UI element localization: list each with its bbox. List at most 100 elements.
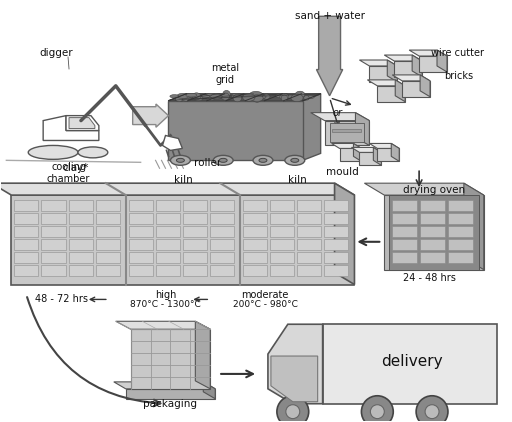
Polygon shape: [437, 50, 447, 72]
Ellipse shape: [295, 91, 305, 98]
Polygon shape: [369, 143, 399, 149]
Polygon shape: [69, 118, 95, 129]
Text: drying oven: drying oven: [403, 185, 465, 195]
Ellipse shape: [304, 96, 309, 100]
Polygon shape: [126, 389, 215, 399]
Bar: [156, 265, 180, 276]
Ellipse shape: [205, 93, 217, 100]
Bar: [392, 200, 417, 211]
Bar: [243, 200, 267, 211]
Polygon shape: [392, 75, 430, 81]
Polygon shape: [353, 143, 361, 161]
Bar: [392, 213, 417, 224]
Polygon shape: [332, 143, 361, 149]
Bar: [41, 252, 66, 262]
Bar: [14, 226, 38, 237]
Ellipse shape: [305, 95, 314, 99]
Text: 48 - 72 hrs: 48 - 72 hrs: [35, 295, 88, 304]
Polygon shape: [162, 135, 182, 150]
Ellipse shape: [231, 93, 242, 98]
Bar: [243, 226, 267, 237]
Bar: [448, 226, 473, 237]
Text: or: or: [333, 108, 343, 118]
Ellipse shape: [219, 158, 227, 162]
Ellipse shape: [223, 90, 230, 98]
Ellipse shape: [251, 95, 263, 102]
Bar: [41, 226, 66, 237]
Text: 24 - 48 hrs: 24 - 48 hrs: [402, 273, 456, 283]
Polygon shape: [131, 329, 210, 389]
Bar: [270, 226, 294, 237]
Bar: [270, 265, 294, 276]
Polygon shape: [402, 81, 430, 97]
Polygon shape: [419, 56, 447, 72]
Polygon shape: [325, 121, 369, 146]
Bar: [96, 265, 120, 276]
Ellipse shape: [291, 158, 299, 162]
Bar: [129, 265, 153, 276]
Bar: [14, 239, 38, 250]
Ellipse shape: [259, 158, 267, 162]
Polygon shape: [464, 183, 484, 270]
Ellipse shape: [249, 91, 263, 99]
Polygon shape: [43, 116, 99, 141]
Bar: [156, 239, 180, 250]
Polygon shape: [359, 152, 381, 165]
Polygon shape: [11, 195, 354, 284]
Text: moderate: moderate: [241, 290, 289, 300]
Bar: [41, 265, 66, 276]
Bar: [96, 252, 120, 262]
Bar: [156, 252, 180, 262]
Ellipse shape: [197, 95, 210, 98]
Bar: [448, 213, 473, 224]
Bar: [270, 252, 294, 262]
Polygon shape: [133, 104, 168, 127]
Bar: [210, 226, 234, 237]
Bar: [129, 213, 153, 224]
Bar: [420, 252, 445, 262]
Bar: [325, 200, 349, 211]
Bar: [69, 200, 93, 211]
Bar: [41, 200, 66, 211]
Bar: [129, 252, 153, 262]
Bar: [129, 239, 153, 250]
Bar: [69, 213, 93, 224]
Ellipse shape: [281, 95, 288, 101]
Ellipse shape: [192, 93, 201, 100]
Bar: [41, 239, 66, 250]
Polygon shape: [389, 195, 479, 270]
Bar: [325, 213, 349, 224]
Text: delivery: delivery: [381, 354, 443, 370]
Bar: [183, 265, 207, 276]
Ellipse shape: [78, 147, 108, 158]
Bar: [448, 200, 473, 211]
Bar: [156, 226, 180, 237]
Text: kiln: kiln: [174, 175, 193, 185]
Circle shape: [416, 396, 448, 422]
Bar: [69, 226, 93, 237]
Ellipse shape: [258, 95, 266, 98]
Ellipse shape: [210, 94, 222, 99]
Text: clay*: clay*: [63, 163, 89, 173]
Ellipse shape: [291, 94, 303, 102]
Polygon shape: [303, 94, 321, 160]
Polygon shape: [0, 183, 354, 195]
Bar: [297, 252, 322, 262]
Bar: [183, 252, 207, 262]
Bar: [420, 200, 445, 211]
Bar: [297, 239, 322, 250]
Ellipse shape: [275, 93, 286, 98]
Text: packaging: packaging: [143, 399, 198, 409]
Polygon shape: [316, 16, 343, 96]
Circle shape: [286, 405, 300, 419]
Bar: [325, 265, 349, 276]
Polygon shape: [311, 113, 369, 121]
Bar: [297, 213, 322, 224]
Ellipse shape: [181, 95, 191, 101]
Bar: [14, 252, 38, 262]
Text: wire cutter: wire cutter: [431, 48, 484, 58]
Polygon shape: [369, 66, 397, 82]
Bar: [41, 213, 66, 224]
Ellipse shape: [170, 155, 190, 165]
Circle shape: [425, 405, 439, 419]
